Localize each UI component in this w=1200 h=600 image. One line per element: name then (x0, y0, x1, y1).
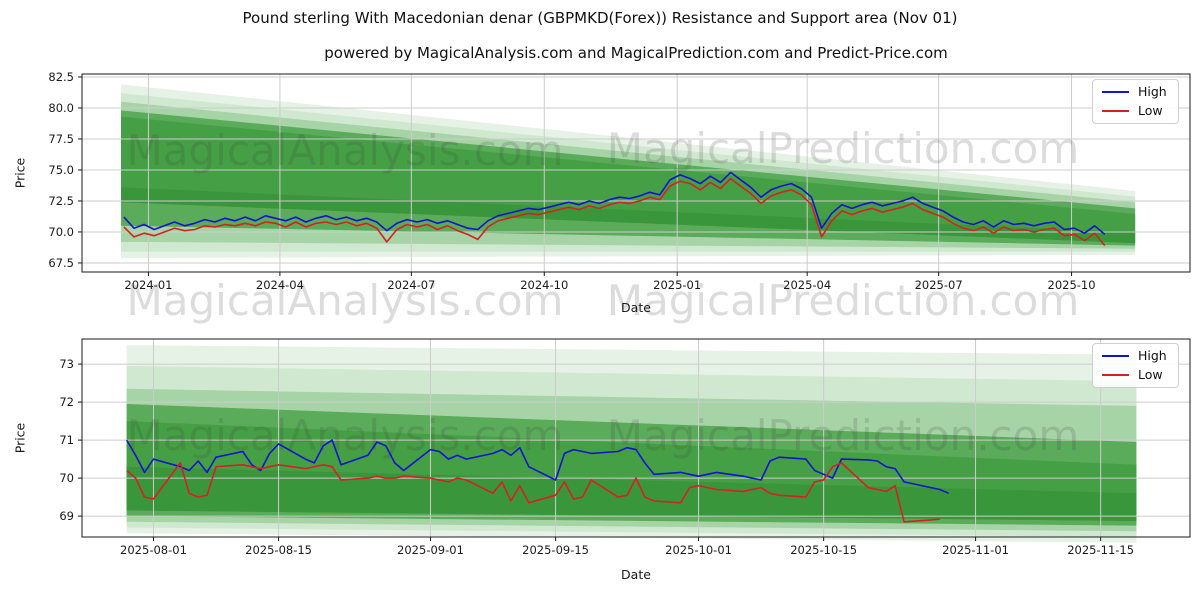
low-line (123, 177, 1106, 247)
legend-top: High Low (1092, 79, 1179, 124)
x-tick-label: 2025-07 (915, 278, 963, 292)
y-tick-label: 69 (59, 509, 74, 523)
y-tick-label: 82.5 (48, 70, 74, 84)
y-tick-label: 70.0 (48, 225, 74, 239)
legend-item-high: High (1102, 348, 1167, 363)
x-tick-label: 2025-10 (1048, 278, 1096, 292)
watermark-layer: MagicalAnalysis.com MagicalPrediction.com… (127, 124, 1080, 460)
plot-border (81, 73, 1191, 273)
x-tick-label: 2025-09-01 (397, 543, 464, 557)
plot-border (81, 338, 1191, 538)
x-tick-label: 2024-01 (124, 278, 172, 292)
watermark-text: MagicalAnalysis.com (127, 276, 564, 325)
y-tick-label: 80.0 (48, 101, 74, 115)
x-tick-label: 2025-04 (783, 278, 831, 292)
high-line-swatch (1102, 355, 1129, 358)
page-title: Pound sterling With Macedonian denar (GB… (242, 9, 958, 27)
watermark-text: MagicalAnalysis.com (127, 126, 564, 175)
high-line-swatch (1102, 91, 1129, 94)
x-tick-label: 2025-11-01 (942, 543, 1009, 557)
high-line (126, 439, 950, 495)
legend-item-low: Low (1102, 366, 1167, 382)
watermark-text: MagicalPrediction.com (607, 124, 1080, 173)
low-line (126, 462, 940, 523)
x-axis-label-bottom: Date (621, 567, 651, 582)
y-axis-label-top: Price (12, 157, 28, 189)
y-tick-label: 75.0 (48, 163, 74, 177)
page-subtitle: powered by MagicalAnalysis.com and Magic… (324, 44, 948, 62)
legend-item-low: Low (1102, 102, 1167, 118)
watermark-text: MagicalPrediction.com (607, 411, 1080, 460)
low-line-swatch (1102, 109, 1129, 112)
x-axis-label-top: Date (621, 300, 651, 315)
support-resistance-band (126, 466, 1137, 522)
legend-label-high: High (1138, 84, 1167, 99)
legend-label-high: High (1138, 348, 1167, 363)
y-axis-label-bottom: Price (12, 422, 28, 454)
x-tick-label: 2024-07 (387, 278, 435, 292)
x-tick-label: 2025-08-01 (120, 543, 187, 557)
y-tick-label: 72 (59, 395, 74, 409)
x-tick-label: 2025-08-15 (245, 543, 312, 557)
watermark-text: MagicalPrediction.com (607, 276, 1080, 325)
legend-bottom: High Low (1092, 343, 1179, 388)
lines-and-axes-layer: 2024-01 2024-04 2024-07 2024-10 2025-01 2025-… (48, 70, 1191, 557)
y-tick-label: 77.5 (48, 132, 74, 146)
legend-item-high: High (1102, 84, 1167, 99)
x-tick-label: 2025-01 (653, 278, 701, 292)
legend-label-low: Low (1138, 366, 1163, 382)
x-tick-label: 2025-10-01 (665, 543, 732, 557)
x-tick-label: 2024-04 (256, 278, 304, 292)
y-tick-label: 67.5 (48, 256, 74, 270)
high-line (123, 171, 1106, 236)
low-line-swatch (1102, 373, 1129, 376)
legend-label-low: Low (1138, 102, 1163, 118)
x-tick-label: 2025-09-15 (522, 543, 589, 557)
x-tick-label: 2025-10-15 (790, 543, 857, 557)
y-tick-label: 72.5 (48, 194, 74, 208)
x-tick-label: 2025-11-15 (1067, 543, 1134, 557)
x-tick-label: 2024-10 (520, 278, 568, 292)
watermark-text: MagicalAnalysis.com (127, 411, 564, 460)
y-tick-label: 70 (59, 471, 74, 485)
y-tick-label: 71 (59, 433, 74, 447)
y-tick-label: 73 (59, 357, 74, 371)
